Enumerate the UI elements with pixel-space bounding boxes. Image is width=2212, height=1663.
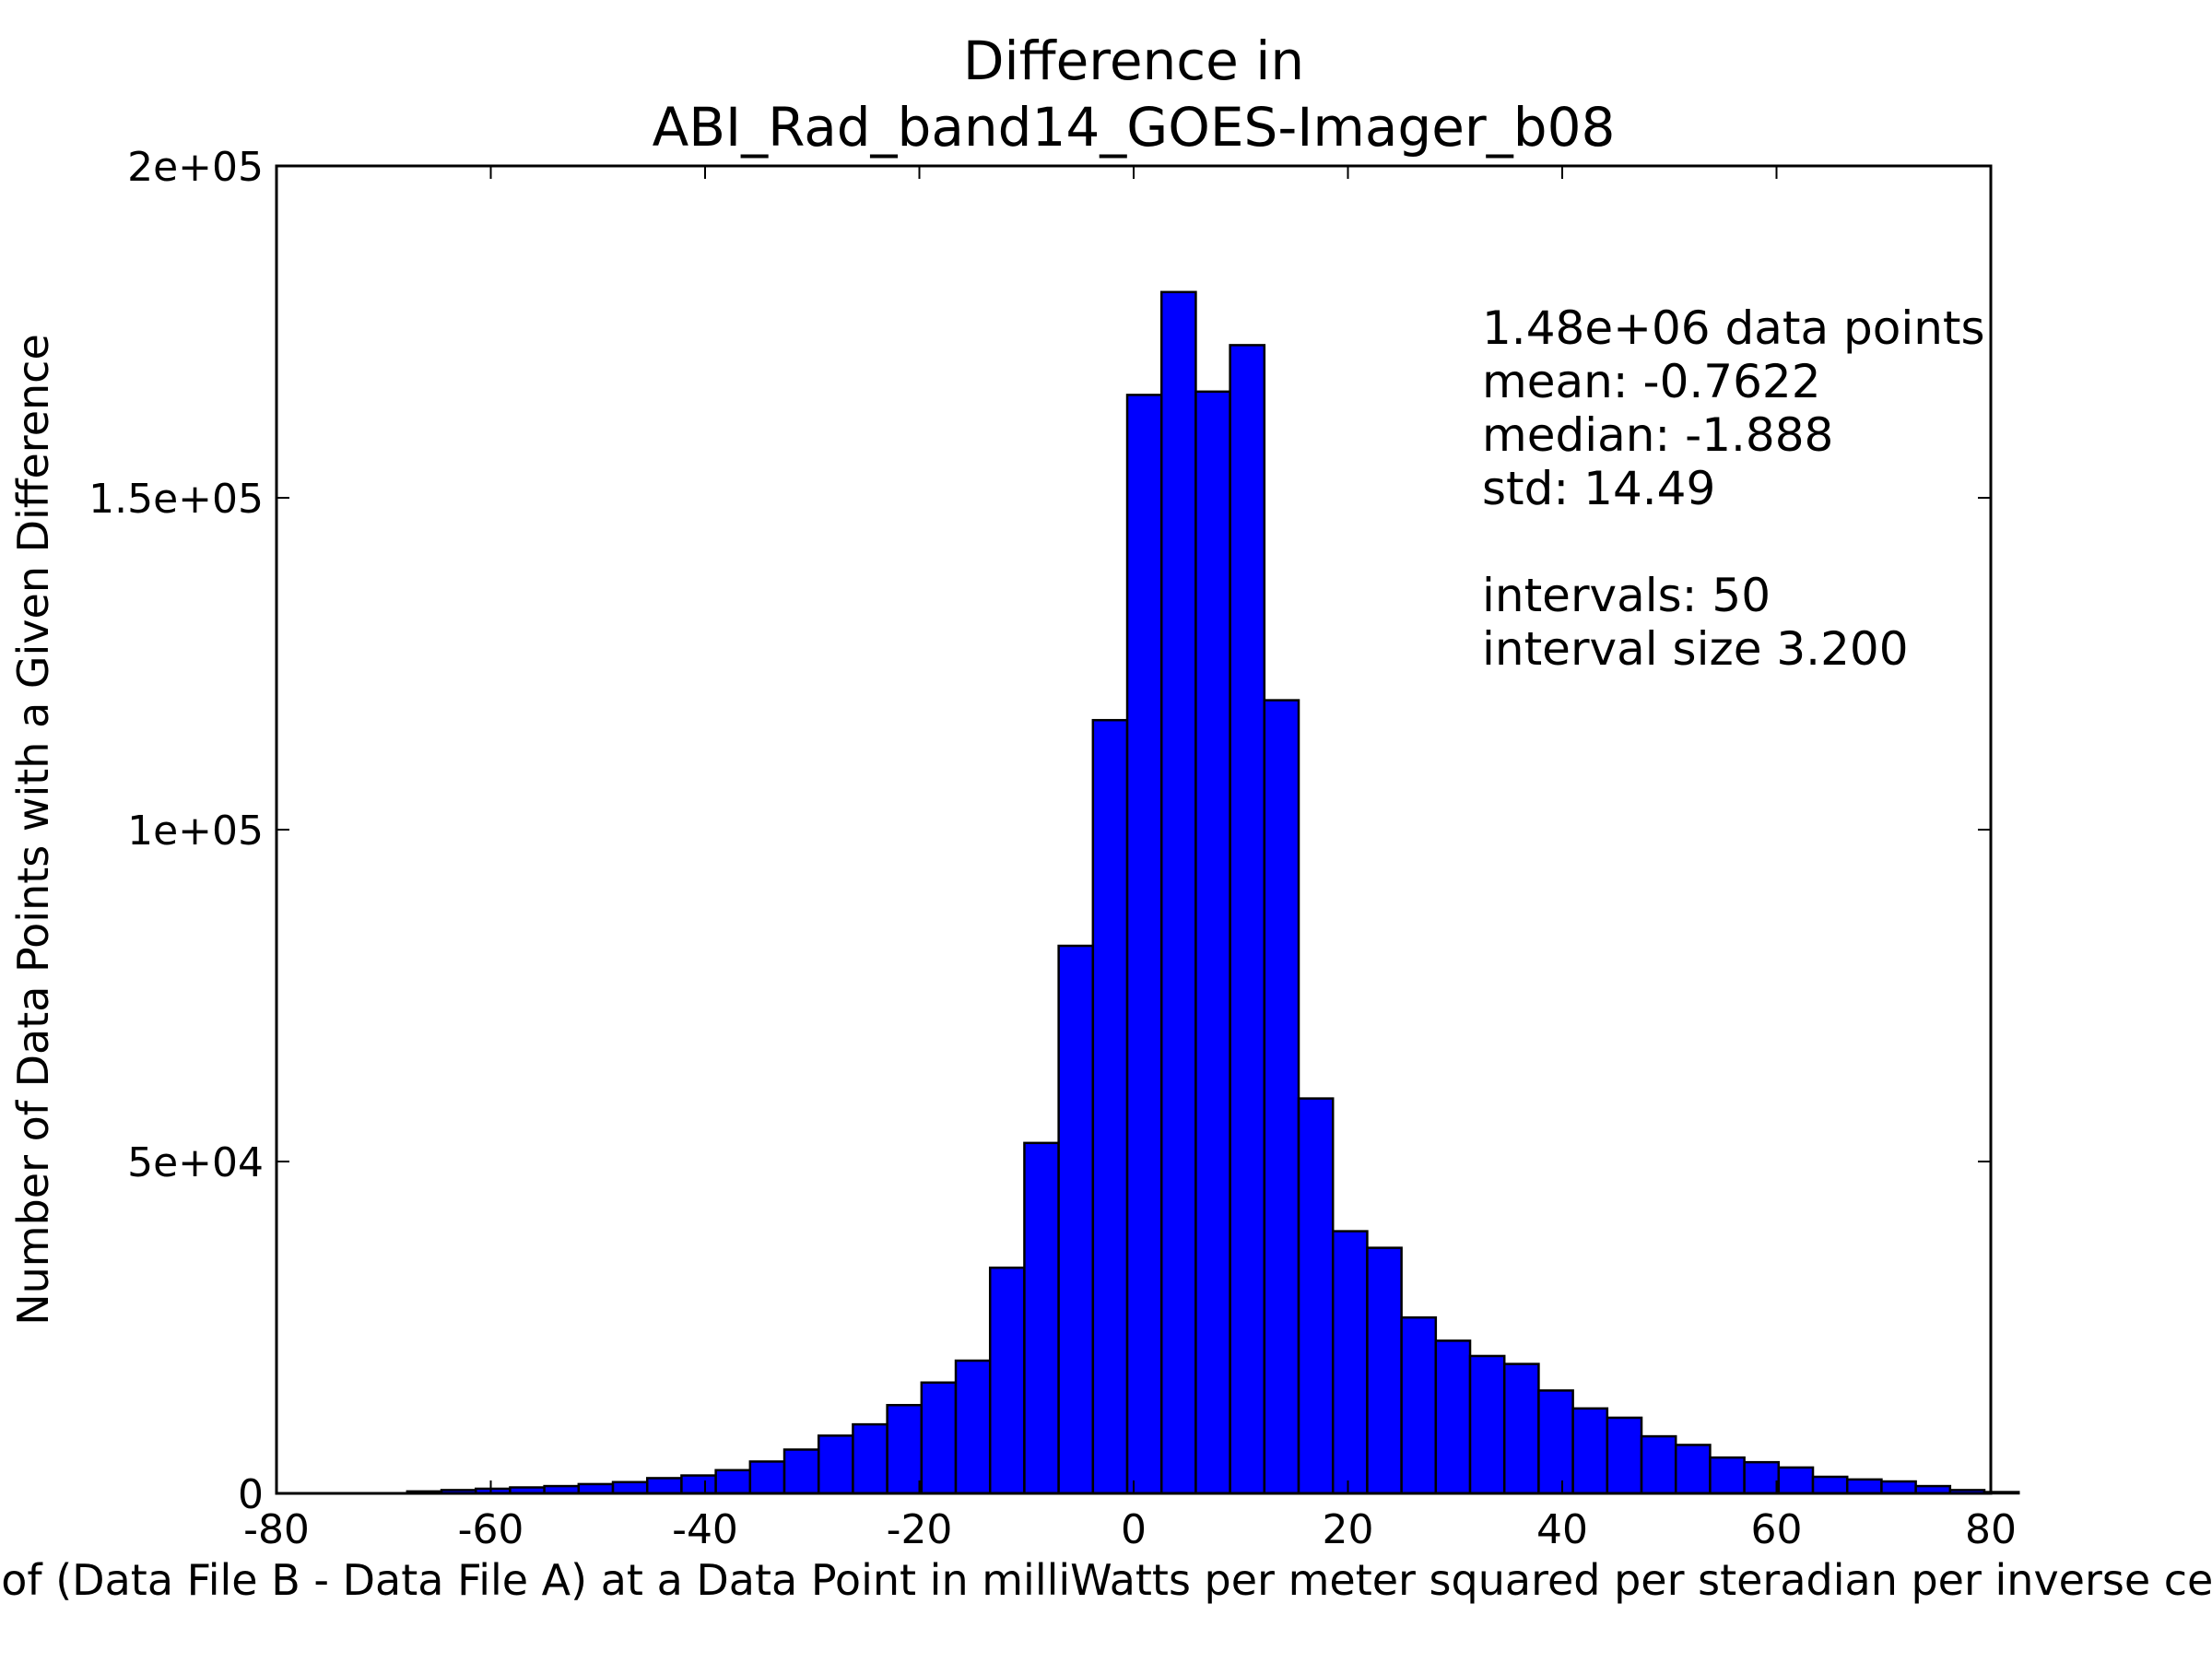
y-tick-label: 2e+05 — [127, 144, 264, 191]
stats-line-std: std: 14.49 — [1482, 462, 1715, 515]
histogram-bar — [1811, 1475, 1849, 1495]
histogram-bar — [1674, 1444, 1712, 1495]
y-tick-label: 1e+05 — [127, 808, 264, 855]
x-tick-label: 0 — [1121, 1506, 1147, 1553]
histogram-bar — [954, 1359, 992, 1495]
histogram-bar — [1023, 1141, 1060, 1495]
histogram-bar — [1091, 718, 1129, 1495]
x-tick-label: -40 — [672, 1506, 738, 1553]
histogram-bar — [1057, 944, 1095, 1495]
histogram-bar — [680, 1474, 717, 1495]
ticks-layer: -80 -60 -40 -20 0 20 40 60 80 0 5e+04 1e+05 1.5e+05 2… — [88, 144, 2017, 1553]
x-axis-label: Value of (Data File B - Data File A) at … — [0, 1555, 2212, 1605]
histogram-bar — [1709, 1456, 1746, 1495]
x-tick-label: 40 — [1536, 1506, 1588, 1553]
histogram-bar — [1331, 1230, 1369, 1495]
y-tick-label: 1.5e+05 — [88, 476, 264, 523]
x-tick-label: 60 — [1751, 1506, 1803, 1553]
chart-title-line-1: Difference in — [963, 29, 1304, 92]
histogram-bar — [1263, 699, 1300, 1495]
histogram-bar — [782, 1448, 820, 1495]
y-axis-label: Number of Data Points with a Given Diffe… — [8, 334, 58, 1326]
histogram-bar — [1366, 1246, 1403, 1495]
stats-line-data-points: 1.48e+06 data points — [1482, 301, 1985, 355]
histogram-bar — [1400, 1315, 1438, 1495]
histogram-bar — [714, 1468, 752, 1495]
histogram-bar — [1743, 1460, 1781, 1495]
histogram-bar — [611, 1480, 649, 1495]
histogram-bar — [577, 1482, 615, 1495]
histogram-bar — [1229, 344, 1266, 1495]
histogram-bar — [1194, 390, 1231, 1495]
histogram-bar — [1434, 1339, 1472, 1495]
x-tick-label: -80 — [243, 1506, 310, 1553]
chart-title-line-2: ABI_Rad_band14_GOES-Imager_b08 — [653, 96, 1616, 159]
y-tick-label: 0 — [238, 1471, 264, 1518]
x-tick-label: 80 — [1965, 1506, 2017, 1553]
stats-line-intervals: intervals: 50 — [1482, 569, 1771, 622]
histogram-bar — [1606, 1416, 1643, 1495]
histogram-bar — [920, 1381, 958, 1495]
histogram-bar — [988, 1266, 1026, 1495]
histogram-bar — [886, 1403, 924, 1495]
histogram-bar — [817, 1434, 854, 1495]
stats-line-mean: mean: -0.7622 — [1482, 355, 1821, 408]
histogram-bar — [1159, 290, 1197, 1495]
histogram-bar — [1845, 1478, 1883, 1495]
histogram-bar — [1640, 1434, 1677, 1495]
stats-line-interval-size: interval size 3.200 — [1482, 622, 1909, 676]
histogram-bar — [1777, 1466, 1815, 1495]
histogram-bar — [1537, 1389, 1574, 1495]
stats-annotation: 1.48e+06 data points mean: -0.7622 media… — [1482, 301, 1985, 676]
histogram-bar — [1125, 394, 1163, 1495]
histogram-bar — [1571, 1407, 1609, 1495]
histogram-bar — [645, 1477, 683, 1495]
x-tick-label: -20 — [887, 1506, 953, 1553]
histogram-bar — [748, 1460, 786, 1495]
bars-layer — [406, 290, 2020, 1495]
histogram-bar — [852, 1422, 888, 1495]
stats-line-median: median: -1.888 — [1482, 408, 1833, 462]
histogram-bar — [1502, 1362, 1540, 1495]
histogram-bar — [1468, 1354, 1506, 1495]
x-tick-label: -60 — [458, 1506, 524, 1553]
histogram-bar — [1880, 1480, 1917, 1495]
y-tick-label: 5e+04 — [127, 1139, 264, 1186]
histogram-bar — [1297, 1097, 1335, 1495]
x-tick-label: 20 — [1323, 1506, 1374, 1553]
